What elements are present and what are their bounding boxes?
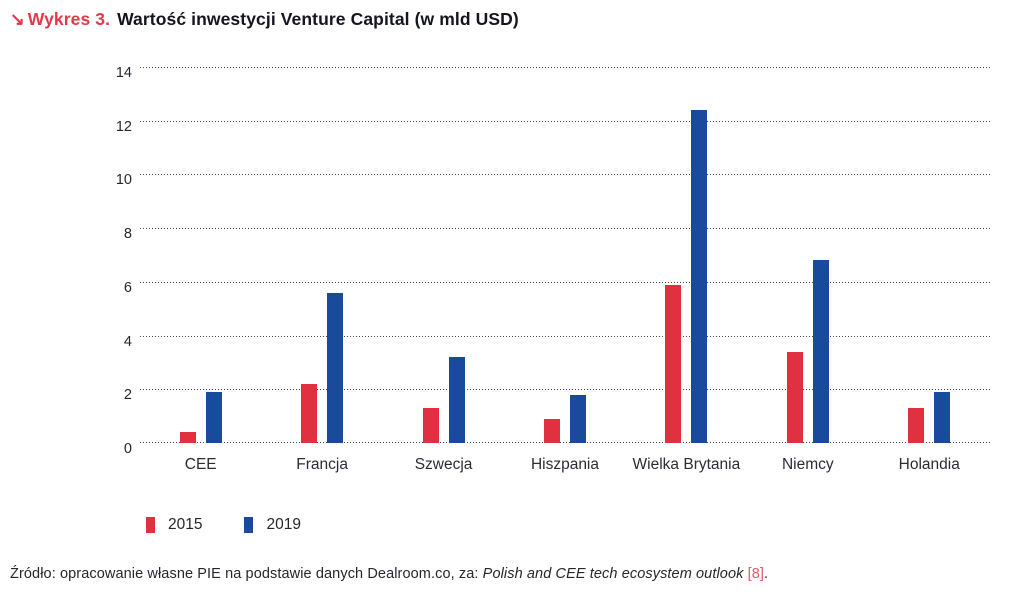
bar-2019-hiszpania	[569, 395, 586, 443]
bar-2015-szwecja	[422, 408, 439, 443]
source-italic-title: Polish and CEE tech ecosystem outlook	[482, 566, 744, 582]
legend-label-2015: 2015	[168, 516, 203, 533]
x-axis-label-hiszpania: Hiszpania	[530, 456, 599, 473]
bar-group-cee	[140, 67, 261, 443]
legend-swatch-2015	[146, 517, 155, 533]
bar-2015-hiszpania	[543, 419, 560, 443]
x-axis-labels: CEE Francja Szwecja Hiszpania Wielka Brytani…	[140, 456, 990, 474]
bar-2015-holandia	[908, 408, 925, 443]
x-axis-label-francja: Francja	[296, 456, 348, 473]
bar-groups	[140, 67, 990, 443]
bar-2019-cee	[205, 392, 222, 443]
y-axis-tick-14: 14	[115, 65, 132, 81]
gridline-y-14	[140, 67, 990, 68]
bar-group-szwecja	[383, 67, 504, 443]
source-reference: [8]	[747, 566, 765, 582]
bar-2015-francja	[301, 384, 318, 443]
gridline-y-6	[140, 282, 990, 283]
arrow-icon: ↘	[10, 9, 25, 29]
y-axis-tick-6: 6	[123, 280, 132, 296]
plot-area: 0 2 4 6 8 10 12 14	[116, 65, 990, 457]
x-axis-label-cee: CEE	[184, 456, 217, 473]
legend-item-2015: 2015	[146, 516, 202, 534]
figure-number: Wykres 3.	[27, 9, 111, 29]
y-axis-tick-2: 2	[123, 387, 132, 403]
source-text: Źródło: opracowanie własne PIE na podsta…	[10, 566, 483, 582]
chart-title: Wartość inwestycji Venture Capital (w ml…	[117, 9, 519, 29]
bar-group-holandia	[869, 67, 990, 443]
legend: 2015 2019	[146, 516, 990, 534]
bar-2019-francja	[327, 293, 344, 443]
y-axis-tick-12: 12	[115, 119, 132, 135]
y-axis-tick-4: 4	[123, 334, 132, 350]
figure-title: ↘ Wykres 3. Wartość inwestycji Venture Cap…	[0, 0, 1010, 30]
legend-swatch-2019	[244, 517, 254, 533]
y-axis-tick-10: 10	[115, 172, 132, 188]
bar-group-hiszpania	[504, 67, 625, 443]
legend-label-2019: 2019	[266, 516, 301, 533]
figure-label: ↘ Wykres 3.	[10, 9, 110, 29]
x-axis-label-szwecja: Szwecja	[414, 456, 473, 473]
y-axis-tick-0: 0	[123, 441, 132, 457]
y-axis-tick-8: 8	[123, 226, 132, 242]
bar-2019-wielka-brytania	[691, 110, 708, 443]
gridline-y-4	[140, 336, 990, 337]
gridline-y-10	[140, 174, 990, 175]
gridline-y-8	[140, 228, 990, 229]
x-axis-label-wielka-brytania: Wielka Brytania	[632, 456, 741, 473]
bar-group-wielka-brytania	[626, 67, 747, 443]
gridline-y-2	[140, 389, 990, 390]
bar-2019-szwecja	[448, 357, 465, 443]
bar-2019-niemcy	[812, 260, 829, 443]
x-axis-label-holandia: Holandia	[898, 456, 960, 473]
x-axis-label-niemcy: Niemcy	[781, 456, 834, 473]
bar-2015-wielka-brytania	[665, 285, 682, 443]
bar-group-niemcy	[747, 67, 868, 443]
bar-2019-holandia	[934, 392, 951, 443]
gridline-y-0	[140, 442, 990, 443]
bar-group-francja	[261, 67, 382, 443]
bar-2015-niemcy	[786, 352, 803, 443]
source-note: Źródło: opracowanie własne PIE na podsta…	[10, 566, 768, 582]
legend-item-2019: 2019	[244, 516, 301, 534]
source-period: .	[764, 566, 769, 582]
chart-area: 0 2 4 6 8 10 12 14 CEE Francja Szwecja Hiszpania Wi…	[116, 65, 990, 534]
bar-2015-cee	[179, 432, 196, 443]
gridline-y-12	[140, 121, 990, 122]
